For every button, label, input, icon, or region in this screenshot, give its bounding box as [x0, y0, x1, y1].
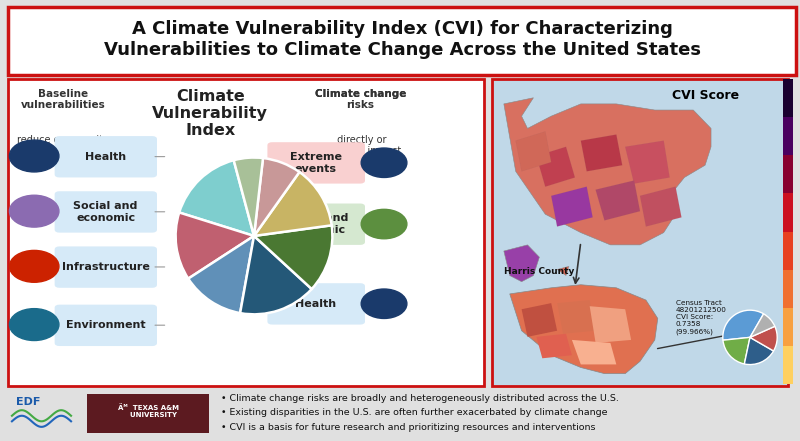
Bar	[783, 346, 793, 384]
Text: directly or
indirectly impact
communities: directly or indirectly impact communitie…	[319, 135, 402, 168]
Wedge shape	[179, 160, 254, 236]
Wedge shape	[750, 326, 777, 351]
Text: A Climate Vulnerability Index (CVI) for Characterizing
Vulnerabilities to Climat: A Climate Vulnerability Index (CVI) for …	[103, 20, 701, 59]
FancyBboxPatch shape	[54, 247, 157, 288]
FancyBboxPatch shape	[87, 394, 209, 433]
Wedge shape	[723, 310, 763, 340]
Wedge shape	[750, 314, 775, 337]
Wedge shape	[723, 337, 750, 364]
Wedge shape	[254, 225, 332, 289]
Text: Climate
Vulnerability
Index: Climate Vulnerability Index	[152, 89, 268, 138]
Polygon shape	[522, 303, 557, 337]
Text: Health: Health	[295, 299, 337, 309]
Wedge shape	[254, 158, 299, 236]
Polygon shape	[557, 300, 595, 334]
Text: Social and
economic: Social and economic	[284, 213, 348, 235]
FancyBboxPatch shape	[54, 305, 157, 346]
Text: CVI Score: CVI Score	[671, 89, 738, 101]
FancyBboxPatch shape	[267, 142, 365, 183]
Polygon shape	[504, 245, 539, 282]
Circle shape	[10, 309, 59, 340]
FancyBboxPatch shape	[492, 79, 788, 386]
Wedge shape	[234, 157, 263, 236]
Text: reduce community
resilience: reduce community resilience	[17, 135, 109, 156]
Circle shape	[361, 209, 407, 239]
Text: • CVI is a basis for future research and prioritizing resources and intervention: • CVI is a basis for future research and…	[221, 423, 595, 432]
Text: • Climate change risks are broadly and heterogeneously distributed across the U.: • Climate change risks are broadly and h…	[221, 394, 618, 403]
Text: Climate change: Climate change	[314, 89, 406, 110]
Text: Infrastructure: Infrastructure	[62, 262, 150, 272]
Polygon shape	[640, 187, 682, 227]
Circle shape	[361, 148, 407, 177]
Wedge shape	[240, 236, 312, 314]
Wedge shape	[744, 337, 774, 365]
Polygon shape	[557, 266, 569, 276]
Wedge shape	[188, 236, 254, 313]
Wedge shape	[254, 172, 332, 236]
FancyBboxPatch shape	[267, 203, 365, 245]
Polygon shape	[510, 285, 658, 374]
Polygon shape	[516, 131, 551, 172]
FancyBboxPatch shape	[54, 136, 157, 177]
Text: Climate change
risks: Climate change risks	[314, 89, 406, 110]
Polygon shape	[536, 334, 572, 358]
Bar	[783, 308, 793, 346]
FancyBboxPatch shape	[54, 191, 157, 233]
Circle shape	[10, 140, 59, 172]
Bar	[783, 194, 793, 232]
Bar	[783, 232, 793, 269]
Bar	[783, 155, 793, 194]
Polygon shape	[626, 141, 670, 183]
Polygon shape	[504, 98, 711, 245]
Text: Environment: Environment	[66, 320, 146, 330]
Text: Social and
economic: Social and economic	[74, 201, 138, 223]
Text: EDF: EDF	[16, 397, 40, 407]
Circle shape	[10, 250, 59, 282]
Text: Health: Health	[85, 152, 126, 161]
Text: Harris County: Harris County	[504, 266, 574, 276]
Text: Äᴹ  TEXAS A&M
    UNIVERSITY: Äᴹ TEXAS A&M UNIVERSITY	[118, 404, 178, 418]
Polygon shape	[551, 187, 593, 227]
Polygon shape	[581, 135, 622, 172]
FancyBboxPatch shape	[8, 7, 796, 75]
Bar	[783, 269, 793, 308]
FancyBboxPatch shape	[8, 79, 484, 386]
Polygon shape	[590, 306, 631, 343]
Text: Baseline
vulnerabilities: Baseline vulnerabilities	[20, 89, 105, 110]
Text: Census Tract
48201212500
CVI Score:
0.7358
(99.966%): Census Tract 48201212500 CVI Score: 0.73…	[675, 300, 726, 335]
Text: • Existing disparities in the U.S. are often further exacerbated by climate chan: • Existing disparities in the U.S. are o…	[221, 408, 607, 418]
Text: Extreme
events: Extreme events	[290, 152, 342, 174]
FancyBboxPatch shape	[267, 283, 365, 325]
Polygon shape	[536, 147, 575, 187]
Circle shape	[361, 289, 407, 318]
Circle shape	[10, 195, 59, 227]
Bar	[783, 79, 793, 117]
Polygon shape	[572, 340, 616, 364]
Bar	[783, 117, 793, 155]
Polygon shape	[595, 180, 640, 220]
Wedge shape	[176, 213, 254, 279]
